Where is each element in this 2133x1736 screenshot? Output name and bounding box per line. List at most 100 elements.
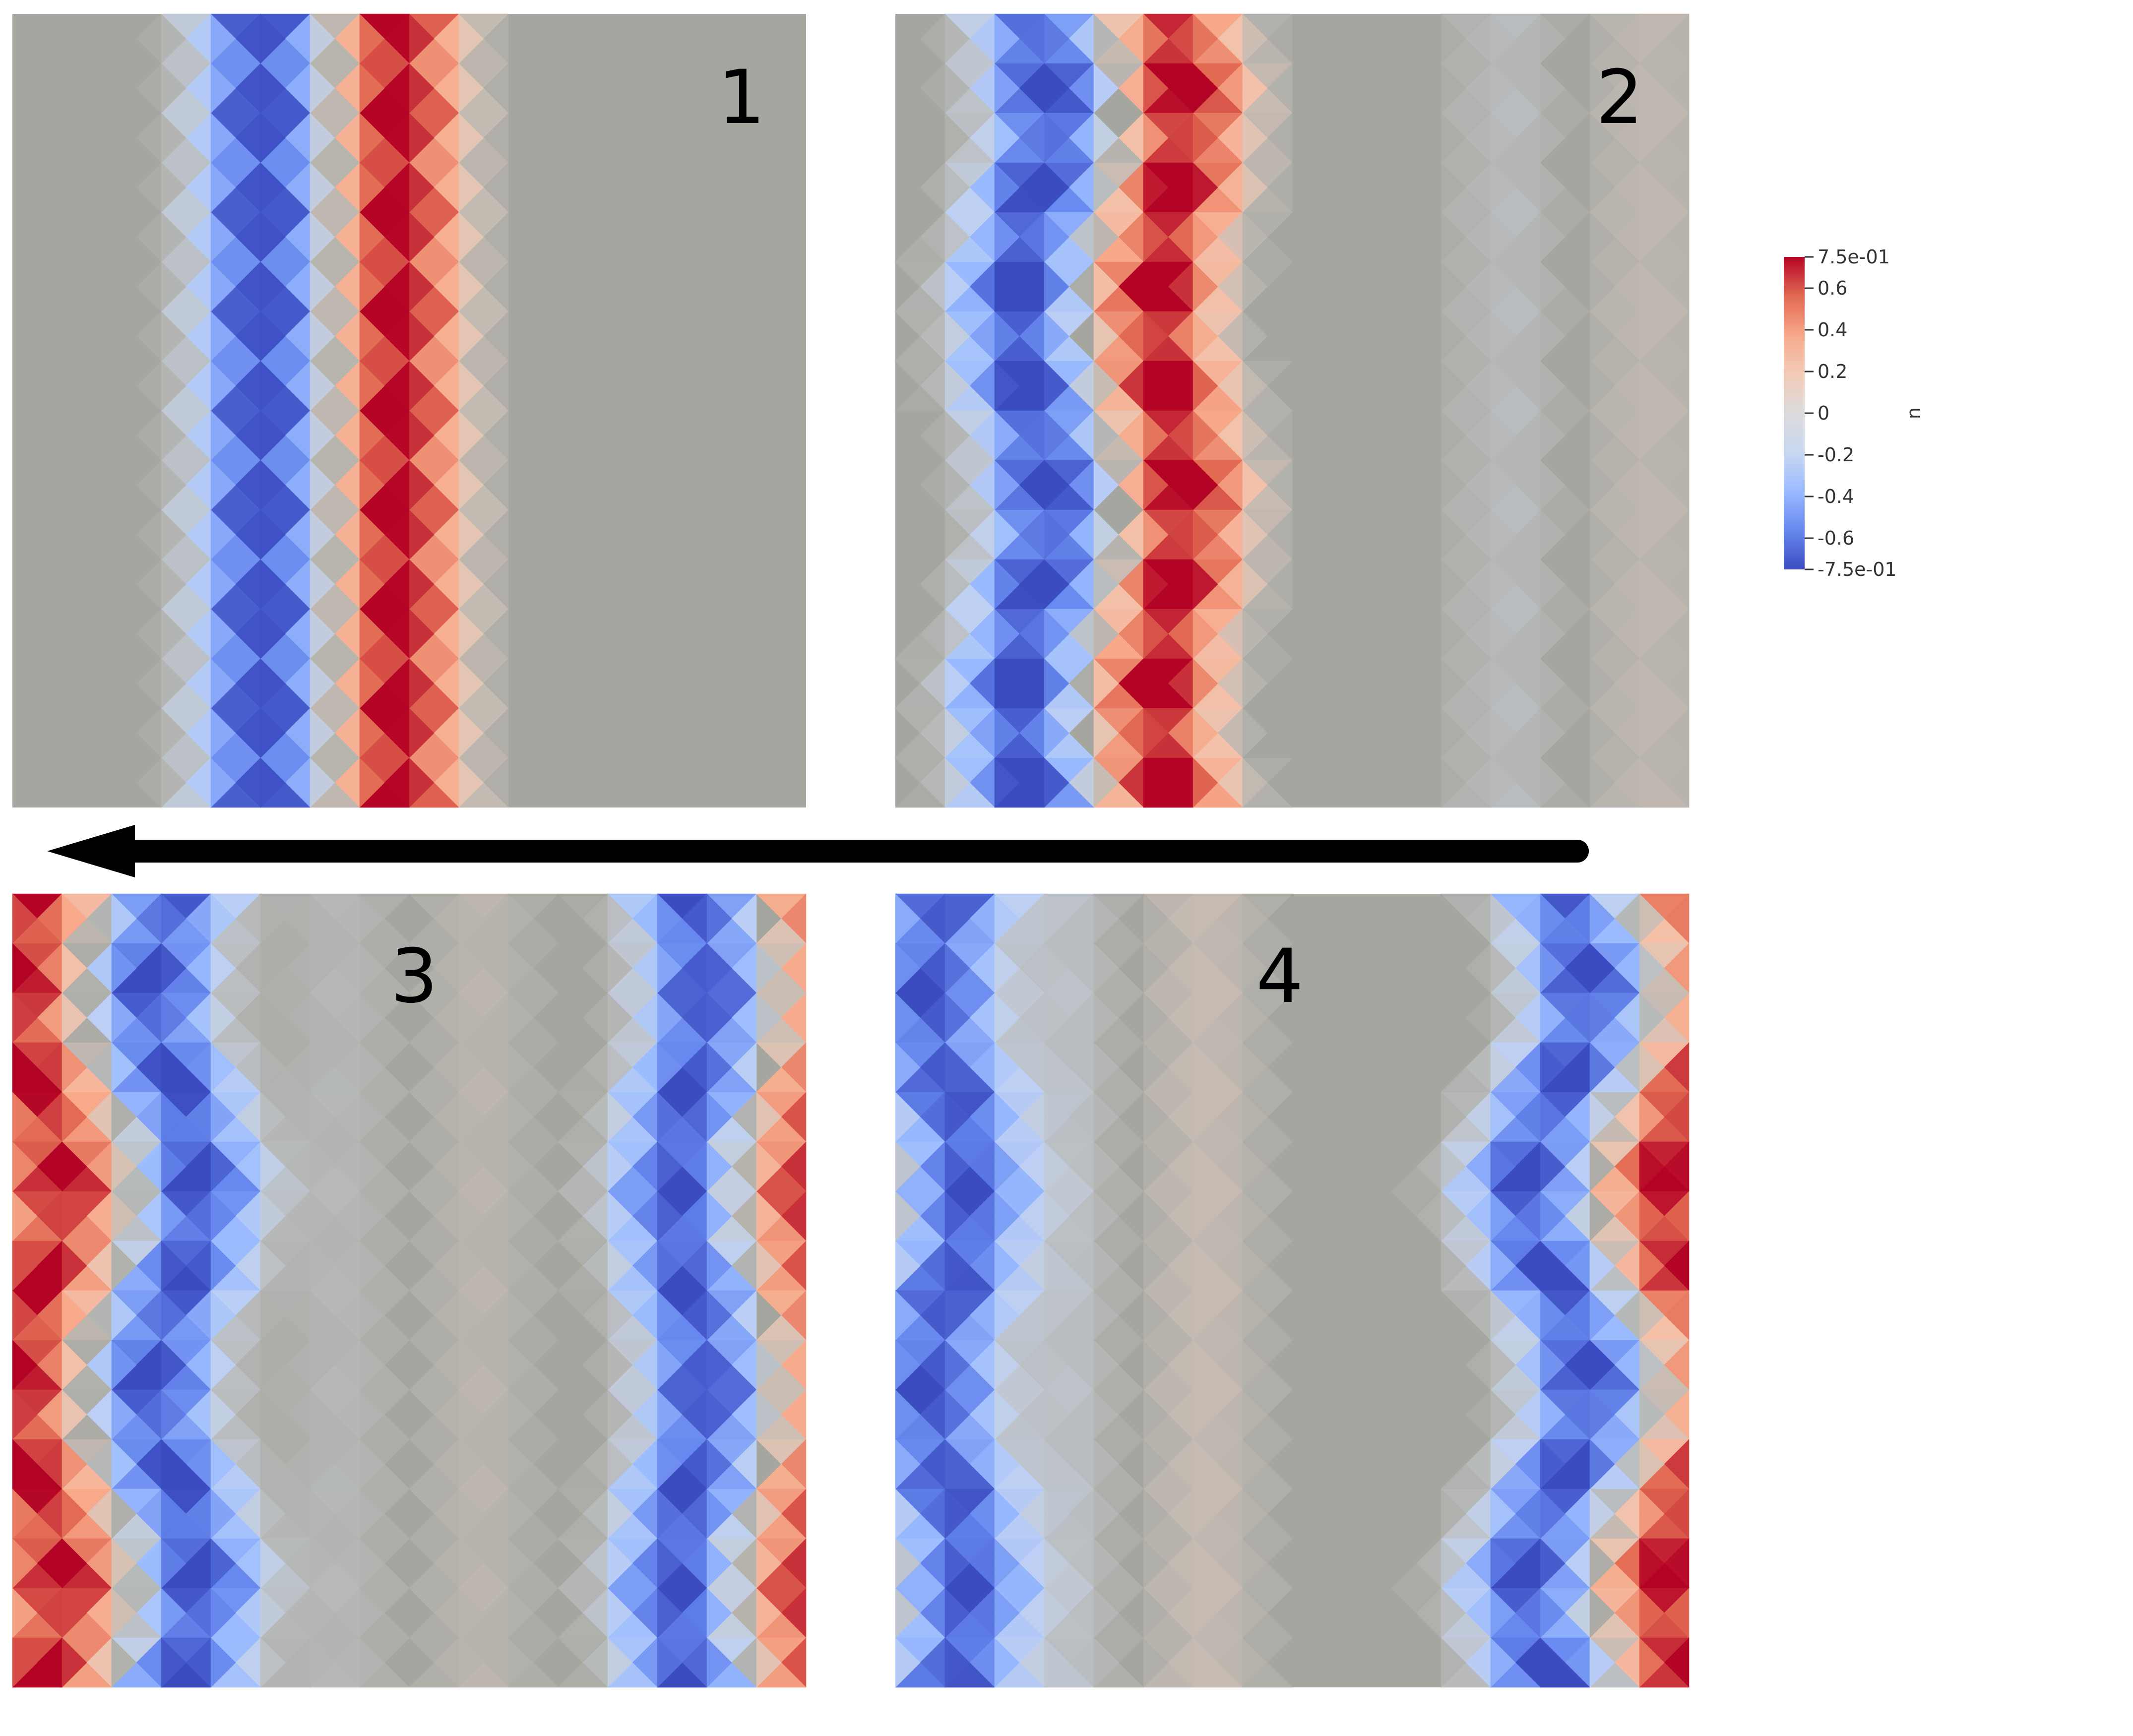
mesh-triangle — [1639, 559, 1665, 610]
mesh-triangle — [1540, 1290, 1566, 1341]
mesh-triangle — [111, 1092, 137, 1142]
mesh-triangle — [359, 1340, 385, 1390]
mesh-triangle — [1192, 1588, 1218, 1638]
mesh-triangle — [607, 1141, 633, 1192]
mesh-triangle — [1242, 261, 1268, 312]
mesh-triangle — [944, 708, 970, 758]
colorbar-tick-label: -0.6 — [1818, 527, 1854, 549]
mesh-triangle — [359, 162, 385, 213]
mesh-triangle — [1192, 410, 1218, 461]
mesh-triangle — [161, 1191, 187, 1241]
mesh-triangle — [1589, 162, 1615, 213]
mesh-triangle — [12, 1439, 38, 1489]
mesh-triangle — [1143, 311, 1169, 362]
mesh-triangle — [1441, 63, 1466, 114]
mesh-triangle — [359, 63, 385, 114]
mesh-triangle — [1044, 13, 1069, 64]
mesh-triangle — [1540, 63, 1566, 114]
mesh-triangle — [1044, 261, 1069, 312]
mesh-triangle — [1093, 113, 1119, 163]
mesh-triangle — [260, 509, 286, 560]
mesh-triangle — [756, 1488, 782, 1539]
mesh-triangle — [111, 1488, 137, 1539]
mesh-triangle — [1490, 1637, 1516, 1688]
mesh-triangle — [260, 212, 286, 262]
mesh-triangle — [1639, 893, 1665, 944]
panel-3: 3 — [12, 893, 807, 1688]
mesh-triangle — [944, 410, 970, 461]
mesh-triangle — [458, 1092, 484, 1142]
mesh-triangle — [359, 1290, 385, 1341]
mesh-triangle — [1192, 311, 1218, 362]
mesh-triangle — [1093, 1389, 1119, 1440]
mesh-triangle — [1540, 1340, 1566, 1390]
panel-4: 4 — [895, 893, 1690, 1688]
mesh-triangle — [1242, 757, 1268, 808]
mesh-triangle — [1143, 162, 1169, 213]
mesh-triangle — [1143, 1042, 1169, 1093]
mesh-triangle — [458, 410, 484, 461]
mesh-triangle — [1540, 1538, 1566, 1589]
mesh-triangle — [1242, 1092, 1268, 1142]
mesh-triangle — [1242, 943, 1268, 993]
mesh-triangle — [1490, 1538, 1516, 1589]
mesh-triangle — [706, 943, 732, 993]
mesh-triangle — [111, 1240, 137, 1291]
mesh-triangle — [1044, 1538, 1069, 1589]
mesh-triangle — [706, 893, 732, 944]
mesh-triangle — [260, 113, 286, 163]
mesh-triangle — [706, 1290, 732, 1341]
mesh-triangle — [1242, 708, 1268, 758]
mesh-triangle — [1093, 943, 1119, 993]
mesh-triangle — [409, 658, 435, 709]
mesh-triangle — [310, 1191, 335, 1241]
mesh-triangle — [1441, 261, 1466, 312]
mesh-triangle — [359, 1042, 385, 1093]
mesh-triangle — [1044, 658, 1069, 709]
mesh-triangle — [1540, 992, 1566, 1043]
mesh-triangle — [161, 1588, 187, 1638]
mesh-triangle — [1639, 658, 1665, 709]
mesh-triangle — [210, 1141, 236, 1192]
mesh-triangle — [260, 1191, 286, 1241]
mesh-triangle — [994, 13, 1020, 64]
mesh-triangle — [210, 1191, 236, 1241]
mesh-triangle — [260, 311, 286, 362]
mesh-triangle — [1490, 992, 1516, 1043]
mesh-triangle — [1143, 509, 1169, 560]
mesh-triangle — [310, 609, 335, 659]
mesh-triangle — [161, 609, 187, 659]
mesh-triangle — [310, 1290, 335, 1341]
mesh-field-3 — [12, 893, 807, 1688]
mesh-triangle — [1589, 212, 1615, 262]
mesh-triangle — [1490, 311, 1516, 362]
colorbar-ticks: 7.5e-01 0.6 0.4 0.2 0 -0.2 -0.4 -0.6 -7.5e-01 — [1805, 246, 1897, 580]
mesh-triangle — [1143, 1240, 1169, 1291]
mesh-triangle — [1540, 1389, 1566, 1440]
mesh-triangle — [895, 1290, 921, 1341]
mesh-triangle — [1242, 1042, 1268, 1093]
mesh-triangle — [12, 1588, 38, 1638]
mesh-triangle — [1589, 410, 1615, 461]
mesh-triangle — [62, 1092, 87, 1142]
mesh-triangle — [260, 757, 286, 808]
mesh-triangle — [944, 992, 970, 1043]
mesh-triangle — [409, 460, 435, 510]
mesh-triangle — [12, 1092, 38, 1142]
mesh-triangle — [1540, 757, 1566, 808]
mesh-triangle — [409, 311, 435, 362]
mesh-triangle — [1192, 609, 1218, 659]
mesh-triangle — [1242, 13, 1268, 64]
mesh-triangle — [260, 1637, 286, 1688]
mesh-triangle — [508, 1290, 534, 1341]
mesh-triangle — [944, 261, 970, 312]
mesh-triangle — [1540, 1240, 1566, 1291]
mesh-triangle — [607, 1092, 633, 1142]
mesh-triangle — [310, 509, 335, 560]
mesh-triangle — [1242, 113, 1268, 163]
mesh-triangle — [1639, 1538, 1665, 1589]
mesh-triangle — [458, 658, 484, 709]
mesh-triangle — [1192, 162, 1218, 213]
mesh-triangle — [310, 13, 335, 64]
mesh-triangle — [994, 1191, 1020, 1241]
